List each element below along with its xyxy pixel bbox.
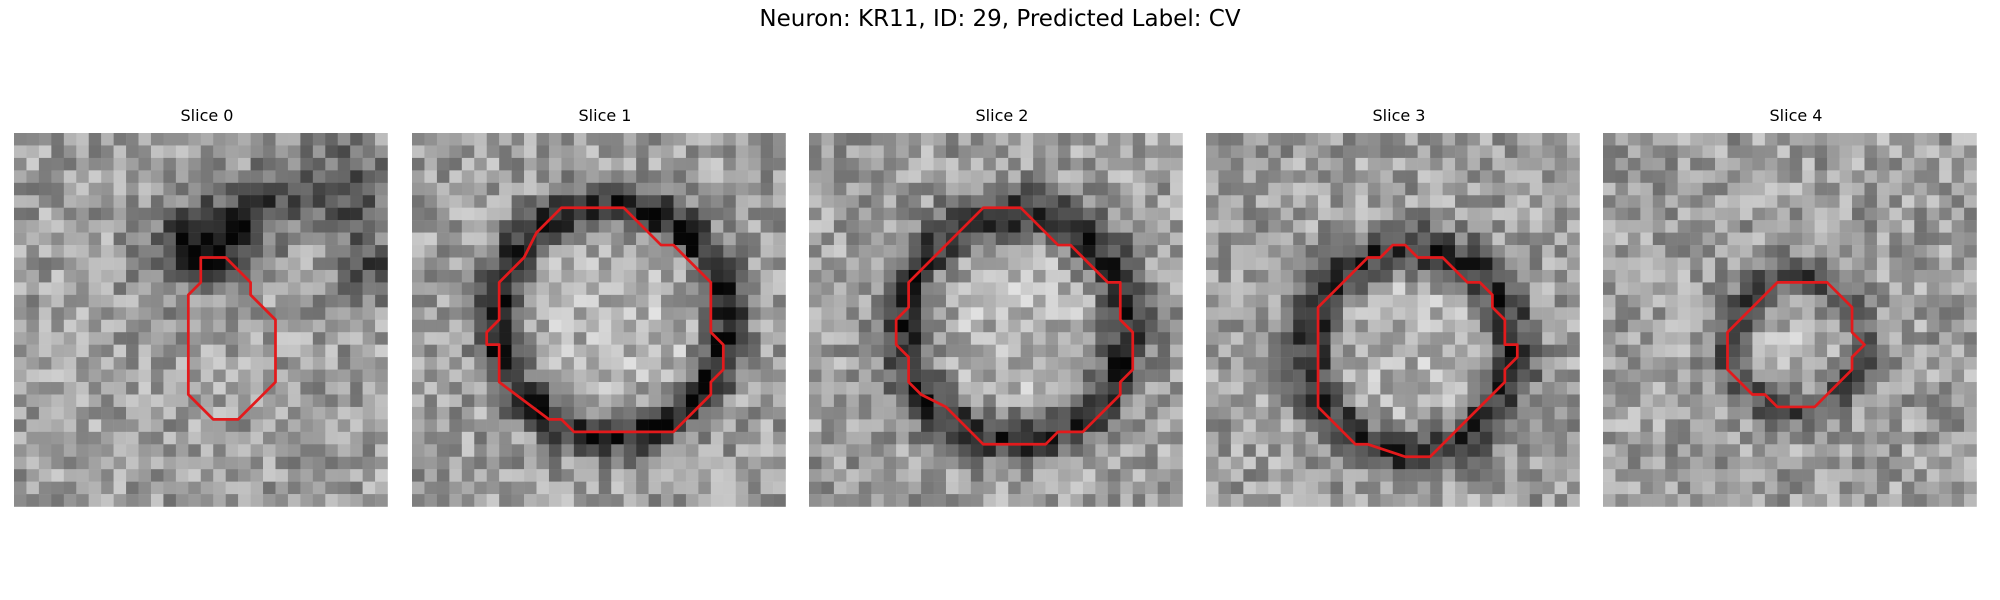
slice-panel-4: Slice 4 — [1603, 105, 1989, 519]
figure-title: Neuron: KR11, ID: 29, Predicted Label: C… — [759, 6, 1241, 32]
pixel-grid — [14, 133, 388, 507]
slice-title-4: Slice 4 — [1769, 106, 1823, 125]
slice-title-2: Slice 2 — [975, 106, 1029, 125]
slice-panel-3: Slice 3 — [1206, 105, 1592, 519]
slice-panel-0: Slice 0 — [14, 105, 400, 519]
pixel-grid — [1603, 133, 1977, 507]
pixel-grid — [412, 133, 786, 507]
slice-image-4 — [1603, 133, 1977, 507]
pixel-grid — [1206, 133, 1580, 507]
slice-title-3: Slice 3 — [1372, 106, 1426, 125]
slice-image-1 — [412, 133, 786, 507]
segmentation-outline — [485, 206, 725, 434]
segmentation-outline — [186, 256, 277, 421]
slice-panel-1: Slice 1 — [412, 105, 798, 519]
slice-title-0: Slice 0 — [180, 106, 234, 125]
segmentation-outline — [894, 206, 1135, 446]
slice-title-1: Slice 1 — [578, 106, 632, 125]
slice-panel-2: Slice 2 — [809, 105, 1195, 519]
slice-image-3 — [1206, 133, 1580, 507]
slice-image-0 — [14, 133, 388, 507]
segmentation-outline — [1316, 243, 1519, 459]
pixel-grid — [809, 133, 1183, 507]
slice-image-2 — [809, 133, 1183, 507]
segmentation-outline — [1726, 281, 1866, 409]
